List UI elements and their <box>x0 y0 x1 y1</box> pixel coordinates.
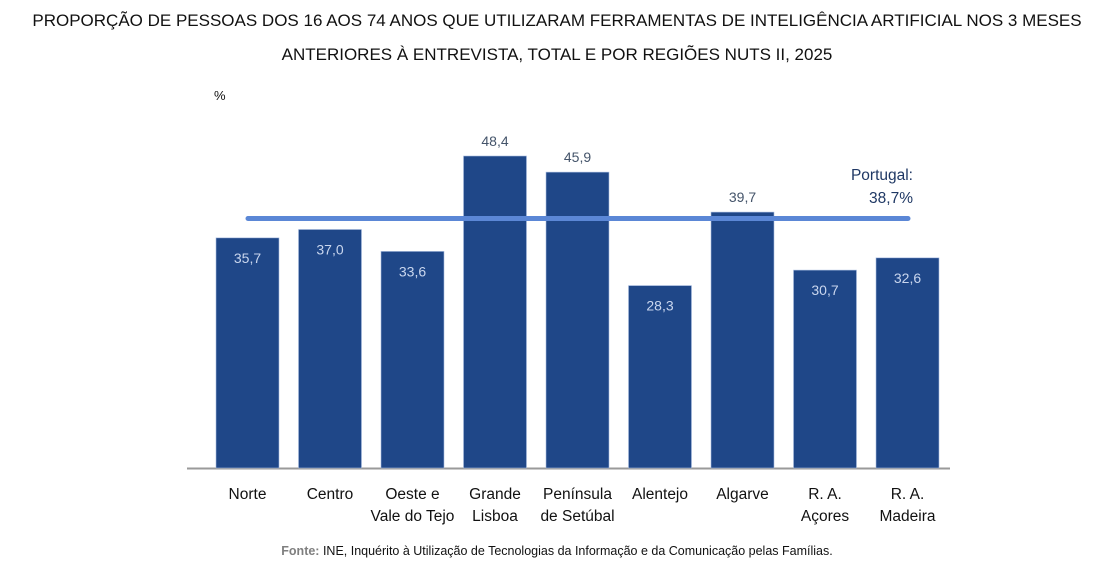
category-labels-layer: Norte Centro Oeste e Vale do Tejo Grande Lisb… <box>229 486 936 525</box>
data-label: 45,9 <box>564 149 591 165</box>
source-text: INE, Inquérito à Utilização de Tecnologi… <box>319 544 833 558</box>
data-label: 32,6 <box>894 270 921 286</box>
bar <box>215 237 280 469</box>
chart-title-line-1: PROPORÇÃO DE PESSOAS DOS 16 AOS 74 ANOS … <box>32 11 1082 30</box>
data-label: 37,0 <box>316 241 343 257</box>
data-label: 48,4 <box>481 133 508 149</box>
reference-layer: Portugal: 38,7% <box>245 167 913 222</box>
labels-layer: 35,7 37,0 33,6 48,4 45,9 28,3 39,7 30,7 32,6 <box>234 133 921 314</box>
bars-layer <box>187 155 950 470</box>
category-label: R. A. <box>891 486 925 503</box>
bar <box>793 269 857 469</box>
bar <box>710 211 775 469</box>
category-label: Vale do Tejo <box>371 508 455 525</box>
source-key: Fonte: <box>281 544 320 558</box>
bar <box>875 257 940 469</box>
data-label: 33,6 <box>399 263 426 279</box>
category-label: Península <box>543 486 612 503</box>
bar <box>463 155 527 469</box>
category-label: Centro <box>307 486 354 503</box>
category-label: Algarve <box>716 486 769 503</box>
category-label: Norte <box>229 486 267 503</box>
category-label: R. A. <box>808 486 842 503</box>
data-label: 28,3 <box>646 298 673 314</box>
chart-title-line-2: ANTERIORES À ENTREVISTA, TOTAL E POR REG… <box>281 45 833 64</box>
data-label: 39,7 <box>729 189 756 205</box>
data-label: 30,7 <box>811 282 838 298</box>
reference-label-name: Portugal: <box>851 167 913 184</box>
bar <box>298 229 362 469</box>
category-label: de Setúbal <box>540 508 614 525</box>
source-note: Fonte: INE, Inquérito à Utilização de Te… <box>0 544 1114 558</box>
category-label: Grande <box>469 486 521 503</box>
category-label: Oeste e <box>385 486 439 503</box>
category-label: Madeira <box>880 508 936 525</box>
category-label: Açores <box>801 508 849 525</box>
category-label: Lisboa <box>472 508 518 525</box>
bar <box>380 251 445 469</box>
data-label: 35,7 <box>234 250 261 266</box>
bar <box>628 285 692 469</box>
bar <box>545 171 610 469</box>
reference-label-value: 38,7% <box>869 190 913 207</box>
y-unit-label: % <box>214 88 226 103</box>
category-label: Alentejo <box>632 486 688 503</box>
